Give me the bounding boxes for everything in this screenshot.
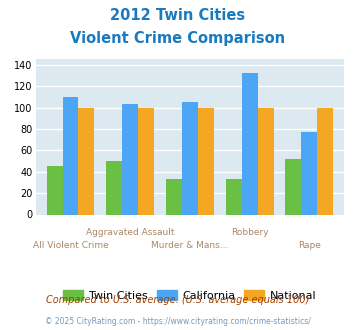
Text: Compared to U.S. average. (U.S. average equals 100): Compared to U.S. average. (U.S. average …	[46, 295, 309, 305]
Bar	[198, 108, 214, 214]
Bar	[258, 108, 273, 214]
Text: © 2025 CityRating.com - https://www.cityrating.com/crime-statistics/: © 2025 CityRating.com - https://www.city…	[45, 317, 310, 326]
Text: Violent Crime Comparison: Violent Crime Comparison	[70, 31, 285, 46]
Bar	[301, 132, 317, 214]
Text: 2012 Twin Cities: 2012 Twin Cities	[110, 8, 245, 23]
Bar	[138, 108, 154, 214]
Bar	[285, 159, 301, 214]
Bar	[122, 104, 138, 214]
Legend: Twin Cities, California, National: Twin Cities, California, National	[59, 285, 321, 305]
Bar	[62, 97, 78, 214]
Bar	[106, 161, 122, 214]
Bar	[317, 108, 333, 214]
Text: Rape: Rape	[298, 241, 321, 250]
Text: All Violent Crime: All Violent Crime	[33, 241, 108, 250]
Bar	[182, 102, 198, 214]
Bar	[78, 108, 94, 214]
Text: Murder & Mans...: Murder & Mans...	[151, 241, 229, 250]
Bar	[166, 179, 182, 215]
Bar	[47, 166, 62, 214]
Text: Robbery: Robbery	[231, 228, 268, 237]
Bar	[242, 73, 258, 214]
Text: Aggravated Assault: Aggravated Assault	[86, 228, 174, 237]
Bar	[226, 179, 242, 215]
